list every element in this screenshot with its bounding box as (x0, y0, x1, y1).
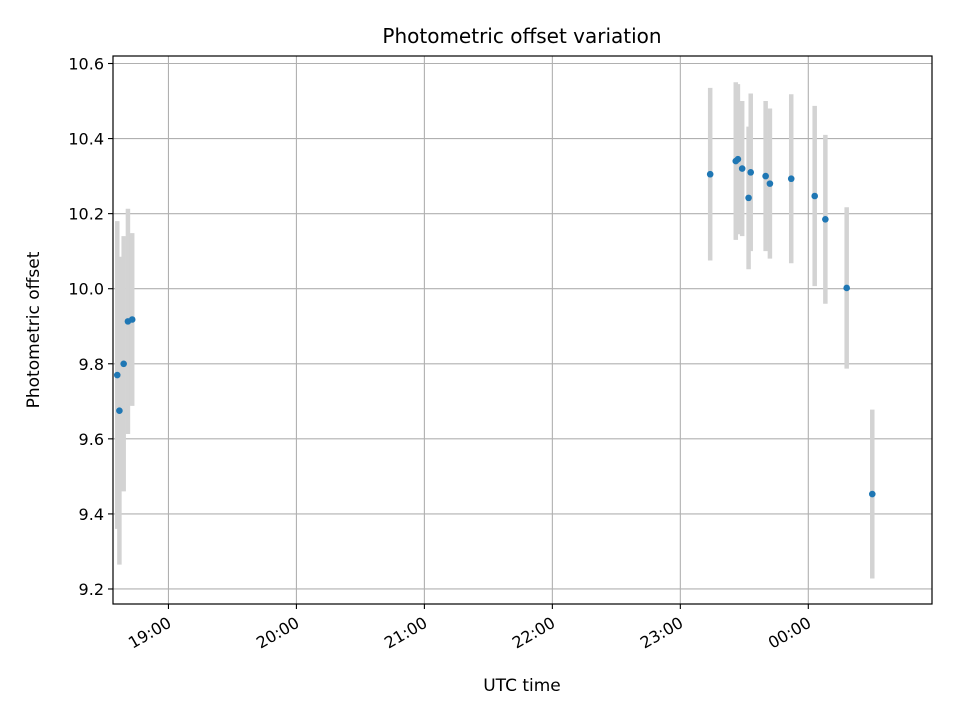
y-tick-label: 10.6 (68, 55, 104, 74)
data-point (811, 192, 818, 200)
y-tick-label: 9.4 (79, 505, 104, 524)
data-point (766, 180, 774, 187)
grid (113, 56, 932, 604)
y-axis-ticks: 9.2 9.4 9.6 9.8 10.0 10.2 10.4 10.6 (68, 55, 113, 599)
y-axis-label: Photometric offset (24, 251, 44, 408)
plot-frame (112, 55, 933, 605)
data-point (822, 215, 829, 223)
data-point (787, 175, 795, 183)
x-axis-label: UTC time (483, 676, 561, 696)
data-point (843, 284, 850, 292)
data-point (734, 155, 742, 163)
y-tick-label: 9.8 (79, 355, 104, 374)
data-point (706, 170, 714, 178)
y-tick-label: 10.4 (68, 130, 104, 149)
data-point (868, 490, 876, 498)
y-tick-label: 9.6 (79, 430, 104, 449)
y-tick-label: 10.0 (68, 280, 104, 299)
data-point (762, 172, 769, 180)
data-point (128, 316, 136, 323)
data-point (113, 371, 121, 379)
y-tick-label: 9.2 (79, 580, 104, 599)
data-points (113, 155, 876, 498)
y-tick-label: 10.2 (68, 205, 104, 224)
data-point (745, 194, 752, 202)
data-point (738, 165, 746, 172)
chart-title: Photometric offset variation (382, 24, 661, 48)
data-point (116, 407, 123, 414)
data-point (747, 169, 755, 176)
data-point (120, 360, 127, 368)
